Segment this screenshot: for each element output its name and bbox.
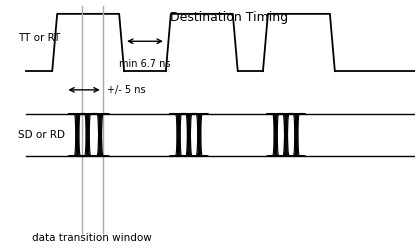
Text: SD or RD: SD or RD: [18, 130, 65, 140]
Text: min 6.7 ns: min 6.7 ns: [119, 59, 171, 69]
Text: +/- 5 ns: +/- 5 ns: [107, 85, 145, 95]
Text: data transition window: data transition window: [32, 233, 152, 243]
Text: Destination Timing: Destination Timing: [170, 11, 288, 24]
Text: TT or RT: TT or RT: [18, 33, 60, 43]
